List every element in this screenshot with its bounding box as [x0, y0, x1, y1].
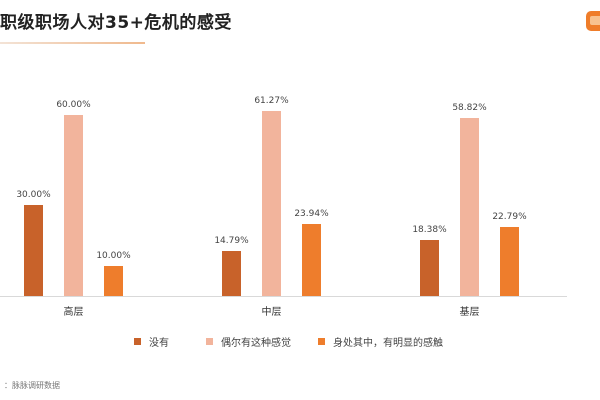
- bar: [262, 111, 281, 296]
- bar: [420, 240, 439, 296]
- bar: [222, 251, 241, 296]
- data-label: 18.38%: [412, 225, 447, 235]
- legend-swatch: [134, 338, 141, 345]
- bar: [104, 266, 123, 296]
- data-label: 61.27%: [254, 96, 289, 106]
- bar: [460, 118, 479, 296]
- data-label: 10.00%: [96, 251, 131, 261]
- legend-label: 没有: [149, 338, 169, 349]
- data-label: 60.00%: [56, 100, 91, 110]
- category-label: 基层: [459, 307, 480, 318]
- category-label: 高层: [63, 307, 84, 318]
- bar: [500, 227, 519, 296]
- data-label: 23.94%: [294, 209, 329, 219]
- brand-logo-icon: [586, 11, 600, 31]
- logo-inner-shape: [590, 16, 600, 25]
- legend-item: 没有: [134, 334, 169, 349]
- page-title: 职级职场人对35+危机的感受: [0, 13, 232, 33]
- legend-item: 偶尔有这种感觉: [206, 334, 291, 349]
- chart-legend: 没有 偶尔有这种感觉 身处其中，有明显的感触: [0, 334, 600, 350]
- legend-swatch: [318, 338, 325, 345]
- legend-item: 身处其中，有明显的感触: [318, 334, 443, 349]
- legend-label: 身处其中，有明显的感触: [333, 338, 443, 349]
- bar-chart: 30.00% 60.00% 10.00% 高层 14.79% 61.27% 23.94% 中层…: [0, 96, 567, 318]
- legend-label: 偶尔有这种感觉: [221, 338, 291, 349]
- data-label: 22.79%: [492, 212, 527, 222]
- category-label: 中层: [261, 307, 282, 318]
- data-source-note: ：脉脉调研数据: [4, 381, 60, 390]
- data-label: 58.82%: [452, 103, 487, 113]
- title-underline: [0, 42, 145, 44]
- bar: [302, 224, 321, 296]
- bar: [24, 205, 43, 296]
- data-label: 14.79%: [214, 236, 249, 246]
- x-axis-line: [0, 296, 567, 297]
- bar: [64, 115, 83, 296]
- legend-swatch: [206, 338, 213, 345]
- data-label: 30.00%: [16, 190, 51, 200]
